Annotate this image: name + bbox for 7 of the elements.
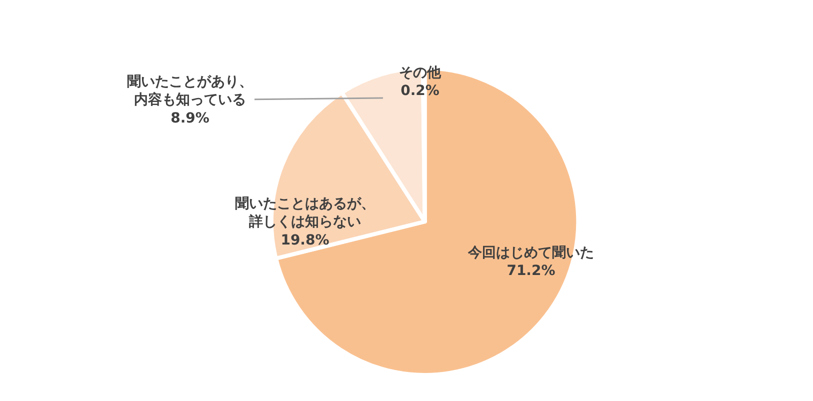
data-label: 0.2% [400,83,440,100]
data-label: 71.2% [506,263,556,280]
slice-label: 聞いたことはあるが、詳しくは知らない [235,196,375,230]
slice-label: 聞いたことがあり、内容も知っている [127,74,253,108]
data-label: 19.8% [280,232,330,248]
data-label: 8.9% [170,110,210,126]
slice-label: その他 [399,65,442,81]
